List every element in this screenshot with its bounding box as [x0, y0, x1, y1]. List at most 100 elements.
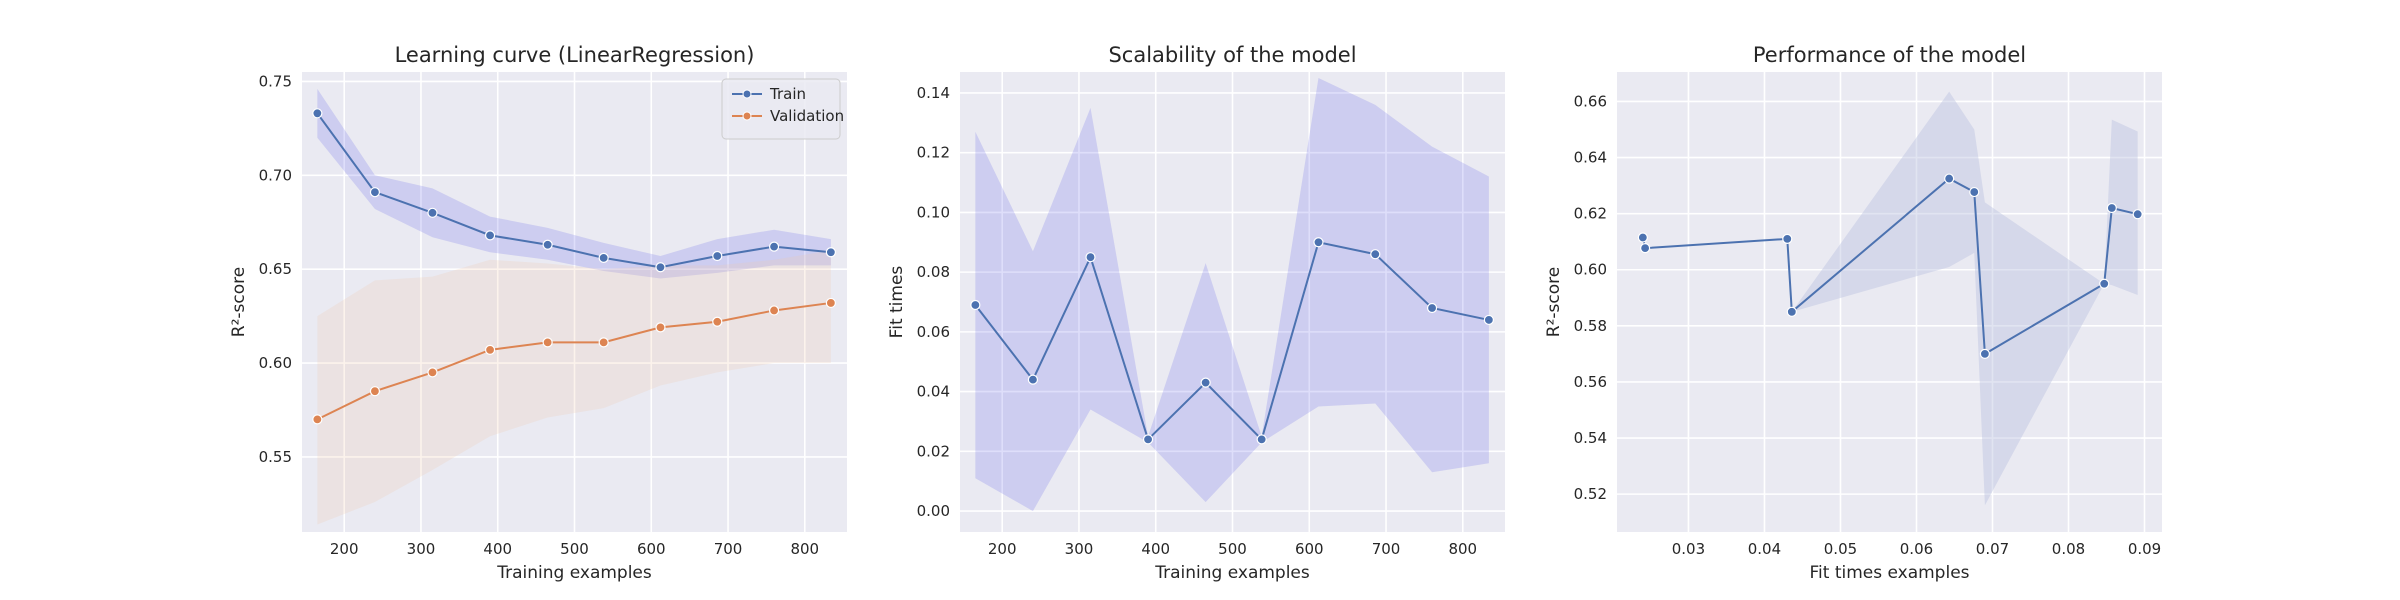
y-tick-label: 0.66 [1574, 92, 1607, 110]
x-tick-label: 300 [407, 540, 436, 558]
chart-title: Performance of the model [1753, 43, 2026, 67]
y-axis-label: R²-score [229, 267, 249, 337]
y-tick-label: 0.08 [917, 263, 950, 281]
train-point [369, 187, 381, 198]
series-confidence-band [975, 77, 1489, 512]
train-point [598, 252, 609, 263]
validation-point [312, 414, 323, 425]
y-tick-label: 0.10 [917, 203, 950, 221]
legend-entry: Validation [770, 107, 844, 125]
x-tick-label: 0.07 [1976, 540, 2009, 558]
series-point [1944, 173, 1955, 184]
train-point [712, 250, 723, 262]
validation-point [825, 297, 836, 309]
train-point [825, 247, 836, 258]
series-point [1979, 348, 1990, 359]
validation-point [655, 322, 666, 333]
train-point [768, 241, 780, 252]
plot-area [1617, 72, 2162, 532]
legend: Train Validation [721, 78, 844, 140]
y-tick-label: 0.75 [259, 72, 292, 90]
y-tick-label: 0.04 [917, 383, 950, 401]
y-tick-label: 0.58 [1574, 317, 1607, 335]
validation-point [427, 367, 438, 378]
train-confidence-band [317, 88, 831, 279]
x-axis-label: Training examples [496, 563, 652, 583]
x-tick-label: 300 [1065, 540, 1094, 558]
x-axis-label: Fit times examples [1809, 563, 1969, 583]
validation-point [542, 337, 553, 348]
x-tick-label: 600 [1295, 540, 1324, 558]
train-line [316, 112, 831, 269]
train-point [427, 207, 438, 218]
series-point [1782, 233, 1793, 244]
series-point [1085, 252, 1096, 263]
y-tick-label: 0.64 [1574, 149, 1607, 167]
y-tick-label: 0.60 [1574, 261, 1607, 279]
legend-marker [742, 111, 752, 121]
legend-marker [742, 89, 752, 99]
x-tick-label: 0.03 [1672, 540, 1705, 558]
y-tick-label: 0.62 [1574, 205, 1607, 223]
series-point [2099, 278, 2110, 289]
x-tick-label: 600 [637, 540, 666, 558]
x-tick-label: 400 [1141, 540, 1170, 558]
series-line [974, 241, 1490, 442]
y-tick-label: 0.02 [917, 442, 950, 460]
series-point [2106, 202, 2117, 214]
x-tick-label: 0.05 [1824, 540, 1857, 558]
x-axis-label: Training examples [1154, 563, 1310, 583]
y-axis-label: Fit times [887, 266, 907, 339]
series-point [1142, 434, 1154, 445]
y-tick-label: 0.65 [259, 260, 292, 278]
chart-panel-1: 200 300 400 500 600 700 800 0.55 0.60 0.65 0.70 0.7… [229, 43, 847, 583]
confidence-band [1642, 91, 2138, 506]
x-tick-label: 400 [483, 540, 512, 558]
series-point [1256, 434, 1267, 445]
validation-line [316, 301, 832, 421]
x-tick-label: 200 [330, 540, 359, 558]
y-tick-label: 0.54 [1574, 429, 1607, 447]
x-tick-label: 0.09 [2128, 540, 2161, 558]
series-point [1483, 314, 1494, 326]
validation-point [768, 305, 780, 316]
x-tick-label: 700 [1372, 540, 1401, 558]
validation-point [484, 344, 496, 355]
series-line [1641, 177, 2138, 356]
x-tick-label: 0.06 [1900, 540, 1933, 558]
x-tick-label: 800 [790, 540, 819, 558]
series-point [1969, 186, 1980, 198]
train-point [484, 230, 496, 241]
train-point [655, 262, 666, 273]
x-tick-label: 500 [1218, 540, 1247, 558]
y-axis-label: R²-score [1544, 267, 1564, 337]
y-tick-label: 0.56 [1574, 373, 1607, 391]
x-tick-label: 0.08 [2052, 540, 2085, 558]
y-tick-label: 0.55 [259, 448, 292, 466]
y-tick-label: 0.52 [1574, 485, 1607, 503]
x-tick-label: 800 [1448, 540, 1477, 558]
train-point [542, 239, 553, 250]
x-tick-label: 0.04 [1748, 540, 1781, 558]
validation-confidence-band [317, 250, 831, 525]
y-tick-label: 0.06 [917, 323, 950, 341]
series-point [1637, 232, 1648, 243]
chart-title: Scalability of the model [1108, 43, 1356, 67]
series-point [2132, 209, 2143, 220]
y-tick-label: 0.00 [917, 502, 950, 520]
validation-point [712, 316, 723, 327]
x-tick-label: 500 [560, 540, 589, 558]
series-point [1640, 243, 1651, 254]
chart-title: Learning curve (LinearRegression) [395, 43, 755, 67]
y-tick-label: 0.70 [259, 166, 292, 184]
legend-entry: Train [769, 85, 806, 103]
validation-point [598, 337, 609, 348]
x-tick-label: 200 [988, 540, 1017, 558]
series-point [1313, 237, 1324, 248]
y-tick-label: 0.14 [917, 84, 950, 102]
series-point [1027, 374, 1039, 385]
series-point [970, 299, 981, 311]
y-tick-label: 0.12 [917, 144, 950, 162]
chart-panel-3: 0.03 0.04 0.05 0.06 0.07 0.08 0.09 0.52 0.54 0.56… [1544, 43, 2162, 583]
